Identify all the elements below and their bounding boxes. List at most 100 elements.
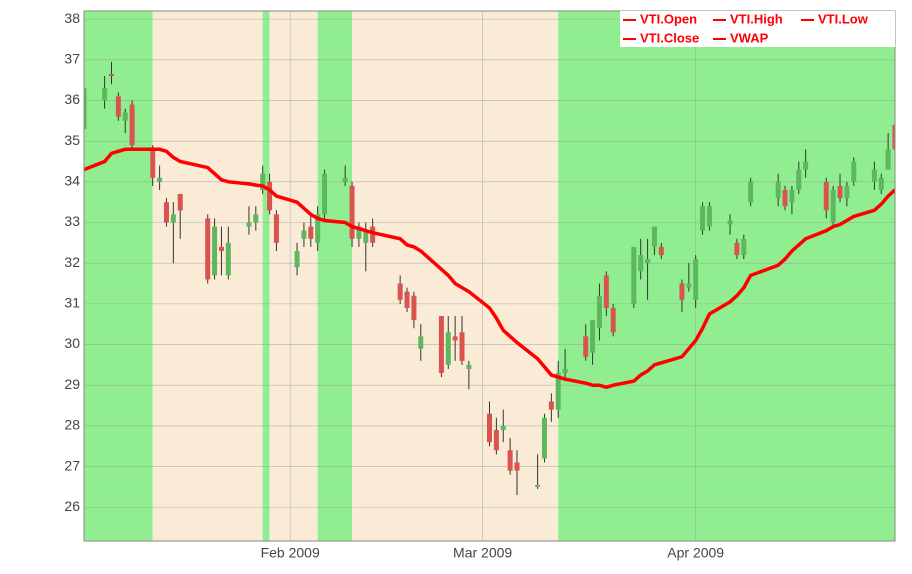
- y-tick-label: 34: [64, 173, 80, 189]
- axes: 26 27 28 29 30 31 32 33 34 35 36 37 38 Feb 2009 Mar 20…: [64, 10, 724, 561]
- vwap-line: [84, 147, 895, 390]
- candle-body: [212, 226, 218, 276]
- candle-body: [878, 177, 884, 190]
- candle-body: [342, 177, 348, 182]
- region: [558, 11, 895, 541]
- candle-body: [837, 185, 843, 199]
- candle-body: [892, 124, 895, 150]
- candle-body: [322, 173, 328, 215]
- candle-body: [596, 295, 602, 329]
- y-tick-label: 31: [64, 295, 80, 311]
- legend-label: VTI.High: [730, 11, 783, 26]
- y-tick-label: 32: [64, 254, 80, 270]
- candle-body: [700, 206, 706, 231]
- y-tick-label: 38: [64, 10, 80, 26]
- candle-body: [205, 218, 211, 280]
- candle-body: [645, 259, 651, 264]
- candle-body: [548, 401, 554, 410]
- candle-body: [851, 161, 857, 182]
- plot-border: [83, 10, 896, 542]
- candle-body: [583, 336, 589, 357]
- candle-body: [679, 283, 685, 300]
- legend-label: VTI.Close: [640, 30, 699, 45]
- candle-body: [445, 332, 451, 365]
- candle-body: [562, 368, 568, 374]
- y-tick-label: 37: [64, 51, 80, 67]
- candle-body: [789, 189, 795, 203]
- plot-area: [84, 11, 895, 541]
- candle-body: [102, 88, 108, 101]
- candle-body: [638, 255, 644, 272]
- candle-body: [796, 169, 802, 190]
- candle-body: [514, 462, 520, 471]
- candle-body: [267, 181, 273, 211]
- candle-body: [177, 194, 183, 211]
- candle-body: [308, 226, 314, 239]
- candle-body: [830, 189, 836, 223]
- y-tick-label: 29: [64, 376, 80, 392]
- candle-body: [603, 275, 609, 308]
- candle-body: [108, 74, 114, 77]
- candle-body: [555, 373, 561, 410]
- candle-body: [349, 185, 355, 239]
- y-tick-label: 35: [64, 132, 80, 148]
- candle-body: [246, 222, 252, 227]
- candle-body: [741, 238, 747, 256]
- candle-body: [693, 259, 699, 300]
- x-tick-label: Feb 2009: [261, 545, 320, 561]
- candle-body: [748, 181, 754, 203]
- region: [84, 11, 153, 541]
- candle-body: [418, 336, 424, 349]
- y-tick-label: 30: [64, 335, 80, 351]
- candle-body: [356, 226, 362, 239]
- candle-body: [225, 242, 231, 276]
- candle-body: [803, 161, 809, 170]
- candle-body: [706, 206, 712, 227]
- x-tick-label: Apr 2009: [667, 545, 724, 561]
- candle-body: [170, 214, 176, 223]
- legend-label: VWAP: [730, 30, 769, 45]
- candle-body: [466, 364, 472, 369]
- candle-body: [775, 181, 781, 199]
- candle-body: [844, 185, 850, 199]
- legend-box: [620, 11, 895, 47]
- legend-label: VTI.Open: [640, 11, 697, 26]
- candle-body: [363, 230, 369, 243]
- candle-body: [253, 214, 259, 223]
- candle-body: [397, 283, 403, 300]
- region: [262, 11, 270, 541]
- candle-body: [782, 189, 788, 207]
- candle-body: [535, 484, 541, 487]
- candle-body: [686, 283, 692, 288]
- candle-body: [507, 450, 513, 471]
- candle-body: [871, 169, 877, 182]
- candle-body: [122, 112, 128, 121]
- candle-body: [157, 177, 163, 182]
- candle-body: [411, 295, 417, 321]
- candle-body: [727, 220, 733, 225]
- candle-body: [823, 181, 829, 211]
- candle-body: [651, 226, 657, 247]
- candle-body: [315, 214, 321, 243]
- candle-body: [218, 246, 224, 251]
- region: [269, 11, 318, 541]
- candle-body: [487, 413, 492, 443]
- y-tick-label: 27: [64, 457, 80, 473]
- candle-body: [163, 202, 169, 223]
- candle-body: [301, 230, 307, 239]
- candle-body: [260, 173, 266, 190]
- candle-body: [500, 425, 506, 430]
- candle-body: [404, 291, 410, 308]
- y-tick-label: 28: [64, 417, 80, 433]
- candle-body: [452, 336, 458, 341]
- candle-body: [541, 417, 547, 459]
- y-tick-label: 26: [64, 498, 80, 514]
- candle-body: [150, 149, 156, 178]
- candle-body: [84, 88, 87, 129]
- candle-body: [734, 242, 740, 256]
- candle-body: [370, 226, 376, 243]
- legend: VTI.Open VTI.High VTI.Low VTI.Close VWAP: [620, 11, 895, 47]
- candle-body: [438, 316, 444, 374]
- region: [317, 11, 353, 541]
